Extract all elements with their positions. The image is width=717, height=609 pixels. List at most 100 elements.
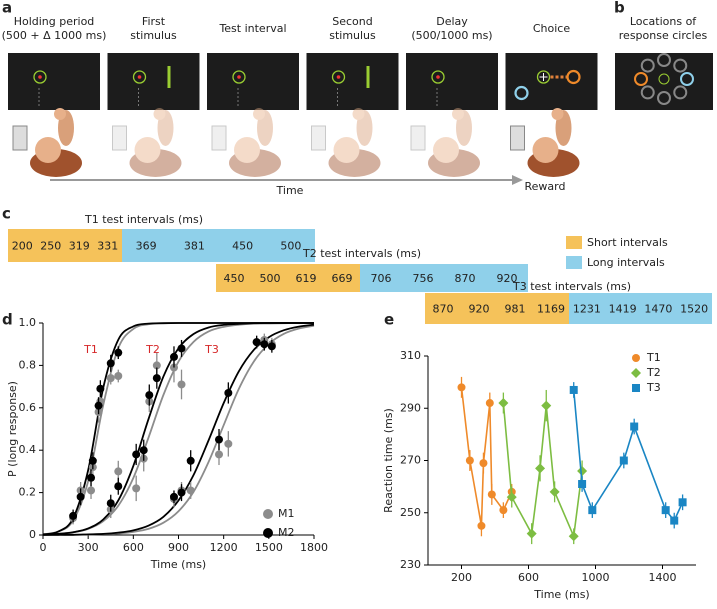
point: [186, 456, 195, 465]
fixation-ring: [331, 70, 346, 84]
marker: [549, 486, 560, 497]
point: [69, 511, 78, 520]
arm: [456, 110, 472, 146]
marker: [619, 456, 628, 465]
interval-value: 1419: [609, 303, 637, 316]
x-tick-label: 1800: [300, 541, 328, 554]
marker: [588, 506, 597, 515]
legend-swatch: [566, 236, 582, 249]
y-axis-label: P (long response): [6, 381, 19, 477]
screen: [107, 53, 200, 110]
x-tick-label: 1200: [210, 541, 238, 554]
interval-band: [216, 264, 360, 292]
legend-marker: [263, 528, 273, 538]
interval-value: 619: [296, 272, 317, 285]
response-circle: [657, 53, 671, 67]
interval-value: 756: [413, 272, 434, 285]
point: [224, 439, 233, 448]
point: [169, 492, 178, 501]
interval-value: 870: [455, 272, 476, 285]
device: [211, 125, 227, 151]
point: [267, 342, 276, 351]
annotation: T3: [204, 343, 219, 356]
head: [532, 137, 559, 163]
point: [114, 348, 123, 357]
interval-band: [122, 229, 315, 262]
subject: [12, 108, 82, 177]
point: [139, 446, 148, 455]
interval-value: 369: [136, 240, 157, 253]
response-circle: [673, 58, 688, 73]
fixation-ring: [232, 70, 246, 84]
interval-value: 870: [433, 303, 454, 316]
reward-label: Reward: [525, 180, 566, 193]
series-line: [502, 402, 583, 540]
y-tick-label: 1.0: [19, 316, 37, 329]
body: [229, 149, 281, 177]
legend-marker: [263, 509, 273, 519]
marker: [578, 480, 587, 489]
point: [252, 338, 261, 347]
annotation: T2: [145, 343, 160, 356]
point: [114, 467, 123, 476]
point: [88, 456, 97, 465]
marker: [487, 490, 496, 499]
fixation-ring: [431, 70, 445, 84]
step-caption: (500 + Δ 1000 ms): [2, 29, 107, 42]
legend-label: M2: [278, 526, 295, 539]
interval-value: 500: [260, 272, 281, 285]
y-tick-label: 310: [400, 349, 421, 362]
point: [114, 372, 123, 380]
response-circle: [634, 72, 648, 86]
screen: [406, 53, 498, 110]
marker: [506, 492, 517, 503]
device: [510, 125, 525, 151]
interval-value: 381: [184, 240, 205, 253]
head: [333, 137, 360, 163]
x-tick-label: 600: [518, 571, 539, 584]
fixation-dot: [237, 75, 241, 79]
x-tick-label: 1400: [649, 571, 677, 584]
fit-curve: [42, 323, 315, 536]
arm: [356, 110, 373, 146]
point: [186, 486, 195, 495]
point: [177, 344, 186, 353]
interval-value: 1520: [680, 303, 708, 316]
interval-value: 319: [69, 240, 90, 253]
hand: [153, 108, 166, 120]
fixation-dot: [137, 75, 142, 79]
y-tick-label: 0.4: [19, 443, 37, 456]
response-circle: [673, 85, 688, 100]
fixation-ring: [132, 70, 147, 84]
point: [132, 484, 141, 493]
marker: [661, 506, 670, 515]
marker: [457, 383, 466, 392]
x-tick-label: 300: [78, 541, 99, 554]
body: [129, 149, 182, 177]
head: [35, 137, 61, 163]
fixation-dot: [38, 75, 42, 79]
hand: [551, 108, 564, 120]
panel-label: a: [2, 0, 12, 17]
head: [433, 137, 459, 163]
legend-marker: [632, 354, 640, 362]
panel-label: b: [614, 0, 625, 17]
x-axis-label: Time (ms): [150, 558, 206, 571]
point: [169, 352, 178, 361]
choice-circle: [566, 69, 581, 85]
legend-label: T1: [646, 351, 661, 364]
marker: [678, 498, 687, 507]
choice-circle: [514, 85, 529, 101]
point: [76, 492, 85, 501]
interval-value: 920: [497, 272, 518, 285]
step-caption: Choice: [533, 22, 570, 35]
x-tick-label: 1500: [255, 541, 283, 554]
hand: [253, 108, 265, 120]
marker: [541, 400, 552, 411]
point: [145, 391, 154, 400]
point: [96, 384, 105, 393]
step-caption: Second: [332, 15, 372, 28]
step-caption: (500/1000 ms): [411, 29, 492, 42]
fit-curve: [42, 324, 315, 536]
legend-label: T3: [646, 381, 661, 394]
